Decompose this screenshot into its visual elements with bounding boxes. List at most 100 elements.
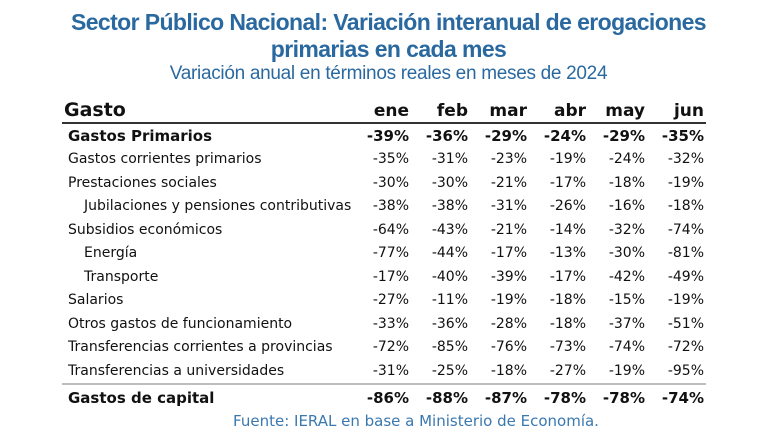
cell-value: -18%	[549, 292, 586, 309]
cell-value: -51%	[667, 315, 704, 332]
cell-value: -14%	[549, 221, 586, 238]
cell-value: -72%	[372, 339, 409, 356]
row-label: Subsidios económicos	[68, 221, 223, 238]
row-label: Transporte	[84, 268, 159, 285]
cell-value: -42%	[608, 268, 645, 285]
cell-value: -78%	[602, 388, 645, 407]
cell-value: -15%	[608, 292, 645, 309]
cell-value: -30%	[608, 245, 645, 262]
cell-value: -17%	[372, 268, 409, 285]
row-label: Prestaciones sociales	[68, 174, 217, 191]
column-header-month: may	[605, 101, 645, 121]
cell-value: -25%	[431, 362, 468, 379]
row-label: Transferencias corrientes a provincias	[68, 339, 333, 356]
cell-value: -85%	[431, 339, 468, 356]
cell-value: -18%	[667, 198, 704, 215]
cell-value: -74%	[667, 221, 704, 238]
table-row: Gastos Primarios -39% -36% -29% -24% -29% -35%	[62, 123, 706, 148]
row-label: Gastos de capital	[68, 388, 215, 407]
row-label: Salarios	[68, 292, 124, 309]
column-header-month: jun	[673, 101, 704, 121]
cell-value: -36%	[431, 315, 468, 332]
cell-value: -24%	[543, 126, 586, 145]
cell-value: -81%	[667, 245, 704, 262]
cell-value: -86%	[366, 388, 409, 407]
row-label: Transferencias a universidades	[68, 362, 285, 379]
cell-value: -30%	[372, 174, 409, 191]
source-note: Fuente: IERAL en base a Ministerio de Ec…	[233, 412, 599, 430]
cell-value: -23%	[490, 151, 527, 168]
cell-value: -43%	[431, 221, 468, 238]
cell-value: -78%	[543, 388, 586, 407]
cell-value: -18%	[608, 174, 645, 191]
cell-value: -18%	[549, 315, 586, 332]
title-line-2: primarias en cada mes	[270, 36, 507, 62]
cell-value: -27%	[549, 362, 586, 379]
column-header-month: abr	[553, 101, 586, 121]
cell-value: -17%	[490, 245, 527, 262]
cell-value: -31%	[490, 198, 527, 215]
cell-value: -28%	[490, 315, 527, 332]
page-title: Sector Público Nacional: Variación inter…	[0, 9, 777, 63]
cell-value: -26%	[549, 198, 586, 215]
cell-value: -49%	[667, 268, 704, 285]
row-label: Gastos corrientes primarios	[68, 151, 262, 168]
cell-value: -21%	[490, 221, 527, 238]
cell-value: -88%	[425, 388, 468, 407]
column-header-month: ene	[373, 101, 409, 121]
cell-value: -74%	[608, 339, 645, 356]
cell-value: -11%	[431, 292, 468, 309]
table-row: Energía -77% -44% -17% -13% -30% -81%	[62, 242, 706, 266]
cell-value: -39%	[490, 268, 527, 285]
cell-value: -44%	[431, 245, 468, 262]
subtitle: Variación anual en términos reales en me…	[169, 63, 608, 84]
cell-value: -38%	[431, 198, 468, 215]
table-row: Gastos de capital -86% -88% -87% -78% -78% -74…	[62, 383, 706, 411]
cell-value: -29%	[484, 126, 527, 145]
cell-value: -76%	[490, 339, 527, 356]
cell-value: -64%	[372, 221, 409, 238]
cell-value: -24%	[608, 151, 645, 168]
column-header-month: feb	[436, 101, 468, 121]
table-row: Gastos corrientes primarios -35% -31% -23% -…	[62, 148, 706, 172]
row-label: Energía	[84, 245, 138, 262]
cell-value: -18%	[490, 362, 527, 379]
expenditure-table: Gasto ene feb mar abr may jun Gastos Pri…	[62, 96, 706, 411]
cell-value: -29%	[602, 126, 645, 145]
table-row: Transferencias a universidades -31% -25% -1…	[62, 359, 706, 384]
table-row: Jubilaciones y pensiones contributivas -3…	[62, 195, 706, 219]
cell-value: -19%	[490, 292, 527, 309]
cell-value: -35%	[661, 126, 704, 145]
cell-value: -38%	[372, 198, 409, 215]
row-label: Otros gastos de funcionamiento	[68, 315, 293, 332]
cell-value: -27%	[372, 292, 409, 309]
table-row: Prestaciones sociales -30% -30% -21% -17% -18…	[62, 171, 706, 195]
cell-value: -17%	[549, 174, 586, 191]
cell-value: -19%	[549, 151, 586, 168]
table-row: Salarios -27% -11% -19% -18% -15% -19%	[62, 289, 706, 313]
cell-value: -40%	[431, 268, 468, 285]
title-line-1: Sector Público Nacional: Variación inter…	[70, 9, 707, 35]
cell-value: -32%	[608, 221, 645, 238]
cell-value: -31%	[372, 362, 409, 379]
cell-value: -87%	[484, 388, 527, 407]
table-row: Transporte -17% -40% -39% -17% -42% -49%	[62, 265, 706, 289]
cell-value: -74%	[661, 388, 704, 407]
column-header-gasto: Gasto	[64, 99, 126, 121]
row-label: Jubilaciones y pensiones contributivas	[84, 198, 352, 215]
cell-value: -37%	[608, 315, 645, 332]
cell-value: -73%	[549, 339, 586, 356]
cell-value: -77%	[372, 245, 409, 262]
cell-value: -19%	[608, 362, 645, 379]
table-header-row: Gasto ene feb mar abr may jun	[62, 96, 706, 123]
table-row: Subsidios económicos -64% -43% -21% -14% -32%…	[62, 218, 706, 242]
cell-value: -35%	[372, 151, 409, 168]
cell-value: -16%	[608, 198, 645, 215]
table-row: Transferencias corrientes a provincias -7…	[62, 336, 706, 360]
cell-value: -13%	[549, 245, 586, 262]
cell-value: -30%	[431, 174, 468, 191]
table-row: Otros gastos de funcionamiento -33% -36% -2…	[62, 312, 706, 336]
cell-value: -36%	[425, 126, 468, 145]
row-label: Gastos Primarios	[68, 126, 213, 145]
cell-value: -31%	[431, 151, 468, 168]
